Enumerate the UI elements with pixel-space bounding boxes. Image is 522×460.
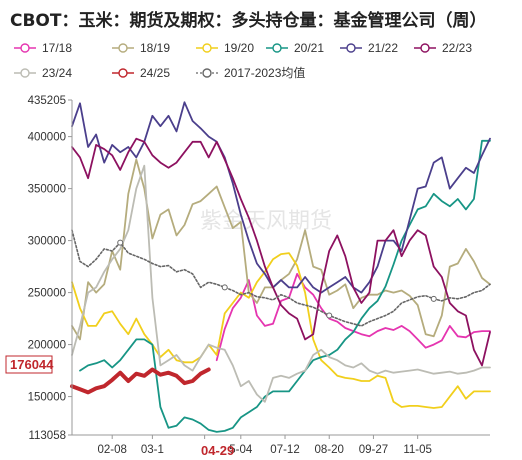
legend-item[interactable]: 21/22 bbox=[340, 41, 398, 55]
series-line bbox=[71, 158, 491, 341]
legend-swatch-marker bbox=[20, 43, 30, 53]
series-line bbox=[71, 164, 491, 403]
legend-swatch-marker bbox=[202, 43, 212, 53]
y-tick-label: 400000 bbox=[28, 132, 66, 144]
legend-label: 17/18 bbox=[42, 41, 72, 55]
legend-swatch-marker bbox=[202, 68, 212, 78]
legend-item[interactable]: 23/24 bbox=[14, 66, 72, 80]
series-line bbox=[70, 367, 211, 395]
legend-label: 2017-2023均值 bbox=[224, 65, 305, 80]
legend-swatch-marker bbox=[118, 68, 128, 78]
series-marker bbox=[221, 284, 228, 291]
y-tick-label: 200000 bbox=[28, 340, 66, 352]
y-tick-label: 350000 bbox=[28, 184, 66, 196]
y-tick-label: 435205 bbox=[28, 95, 66, 107]
legend-item[interactable]: 2017-2023均值 bbox=[196, 65, 305, 80]
series-marker bbox=[430, 295, 437, 302]
y-tick-label: 113058 bbox=[28, 430, 66, 442]
watermark: 紫金天风期货 bbox=[200, 209, 332, 234]
legend-item[interactable]: 24/25 bbox=[112, 66, 170, 80]
legend-swatch-marker bbox=[346, 43, 356, 53]
legend-item[interactable]: 20/21 bbox=[266, 41, 324, 55]
x-tick-label: 07-12 bbox=[270, 444, 299, 456]
series-marker bbox=[326, 312, 333, 319]
legend-swatch-marker bbox=[420, 43, 430, 53]
x-tick-label: 09-27 bbox=[359, 444, 388, 456]
x-tick-label: 02-08 bbox=[97, 444, 126, 456]
current-value-label: 176044 bbox=[10, 357, 54, 372]
legend: 17/18 18/19 19/20 20/21 21/22 22/23 23/24 24/25… bbox=[14, 41, 472, 80]
legend-item[interactable]: 17/18 bbox=[14, 41, 72, 55]
legend-swatch-marker bbox=[20, 68, 30, 78]
legend-label: 24/25 bbox=[140, 66, 170, 80]
legend-item[interactable]: 18/19 bbox=[112, 41, 170, 55]
current-value-frame bbox=[5, 355, 53, 374]
legend-label: 19/20 bbox=[224, 41, 254, 55]
series-line bbox=[71, 229, 491, 327]
series-line bbox=[79, 139, 491, 433]
legend-label: 21/22 bbox=[368, 41, 398, 55]
legend-swatch-marker bbox=[272, 43, 282, 53]
x-axis: 02-08 03-1 5-04 07-12 08-20 09-27 11-05 bbox=[72, 434, 490, 456]
y-tick-label: 300000 bbox=[28, 236, 66, 248]
current-value-box: 176044 bbox=[5, 355, 54, 374]
y-axis: 113058 150000 200000 250000 300000 350000 4000… bbox=[28, 95, 73, 442]
legend-label: 23/24 bbox=[42, 66, 72, 80]
series-line bbox=[71, 252, 491, 409]
series-marker bbox=[117, 239, 124, 246]
legend-label: 20/21 bbox=[294, 41, 324, 55]
y-tick-label: 150000 bbox=[28, 392, 66, 404]
last-date-label: 04-29 bbox=[201, 443, 234, 458]
legend-swatch-marker bbox=[118, 43, 128, 53]
chart-title: CBOT：玉米：期货及期权：多头持仓量：基金管理公司（周） bbox=[10, 10, 486, 31]
series-line bbox=[71, 137, 491, 367]
y-tick-label: 250000 bbox=[28, 288, 66, 300]
x-tick-label: 11-05 bbox=[403, 444, 432, 456]
x-tick-label: 03-1 bbox=[141, 444, 164, 456]
x-tick-label: 5-04 bbox=[229, 444, 253, 456]
x-tick-label: 08-20 bbox=[315, 444, 344, 456]
series-line bbox=[71, 101, 491, 294]
legend-item[interactable]: 19/20 bbox=[196, 41, 254, 55]
legend-item[interactable]: 22/23 bbox=[414, 41, 472, 55]
legend-label: 18/19 bbox=[140, 41, 170, 55]
plot-area bbox=[70, 101, 491, 433]
legend-label: 22/23 bbox=[442, 41, 472, 55]
